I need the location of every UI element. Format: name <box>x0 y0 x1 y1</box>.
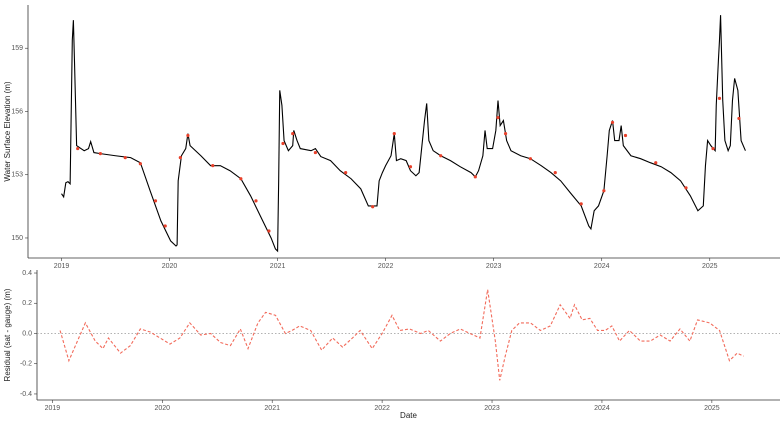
data-point <box>711 146 715 151</box>
y-axis-title: Residual (sat - gauge) (m) <box>3 288 12 381</box>
data-point <box>439 154 443 158</box>
data-point <box>602 189 606 193</box>
data-point <box>211 164 215 168</box>
data-point <box>313 150 318 155</box>
data-point <box>553 171 557 175</box>
x-tick-label: 2024 <box>594 405 610 412</box>
data-point <box>717 96 722 100</box>
data-point <box>503 132 508 136</box>
data-point <box>98 152 102 156</box>
x-tick-label: 2020 <box>162 263 178 270</box>
y-tick-label: 0.4 <box>22 270 32 277</box>
x-tick-label: 2024 <box>594 263 610 270</box>
data-point <box>408 165 413 169</box>
data-point <box>392 132 396 136</box>
data-point <box>654 161 658 165</box>
x-tick-label: 2021 <box>270 263 286 270</box>
y-tick-label: 153 <box>11 172 23 179</box>
y-tick-label: 0.2 <box>22 300 32 307</box>
x-tick-label: 2019 <box>54 263 70 270</box>
x-tick-label: 2025 <box>702 263 718 270</box>
x-tick-label: 2025 <box>704 405 720 412</box>
data-point <box>254 199 258 203</box>
data-line <box>59 289 744 381</box>
data-point <box>737 116 741 121</box>
data-point <box>153 199 158 203</box>
data-line <box>61 15 746 253</box>
data-point <box>178 156 182 160</box>
x-tick-label: 2021 <box>264 405 280 412</box>
data-point <box>186 133 190 138</box>
data-point <box>371 205 375 209</box>
data-point <box>76 146 80 151</box>
data-point <box>528 157 533 161</box>
y-tick-label: -0.2 <box>20 361 32 368</box>
data-point <box>610 120 615 125</box>
data-point <box>473 175 477 179</box>
x-tick-label: 2019 <box>45 405 61 412</box>
data-point <box>163 224 167 228</box>
x-tick-label: 2020 <box>155 405 171 412</box>
data-point <box>684 186 688 190</box>
y-tick-label: 150 <box>11 235 23 242</box>
y-tick-label: 159 <box>11 45 23 52</box>
y-tick-label: -0.4 <box>20 391 32 398</box>
x-tick-label: 2023 <box>484 405 500 412</box>
data-point <box>123 156 127 160</box>
x-tick-label: 2022 <box>374 405 390 412</box>
y-tick-label: 0.0 <box>22 330 32 337</box>
x-tick-label: 2022 <box>378 263 394 270</box>
data-point <box>138 162 142 166</box>
x-tick-label: 2023 <box>486 263 502 270</box>
data-point <box>344 171 348 175</box>
data-point <box>239 177 243 181</box>
data-point <box>281 141 285 146</box>
data-point <box>291 132 295 136</box>
y-tick-label: 156 <box>11 108 23 115</box>
data-point <box>496 115 500 120</box>
data-point <box>579 202 583 206</box>
x-axis-title: Date <box>400 411 417 420</box>
data-point <box>267 229 271 233</box>
y-axis-title: Water Surface Elevation (m) <box>3 81 12 182</box>
data-point <box>623 133 628 138</box>
